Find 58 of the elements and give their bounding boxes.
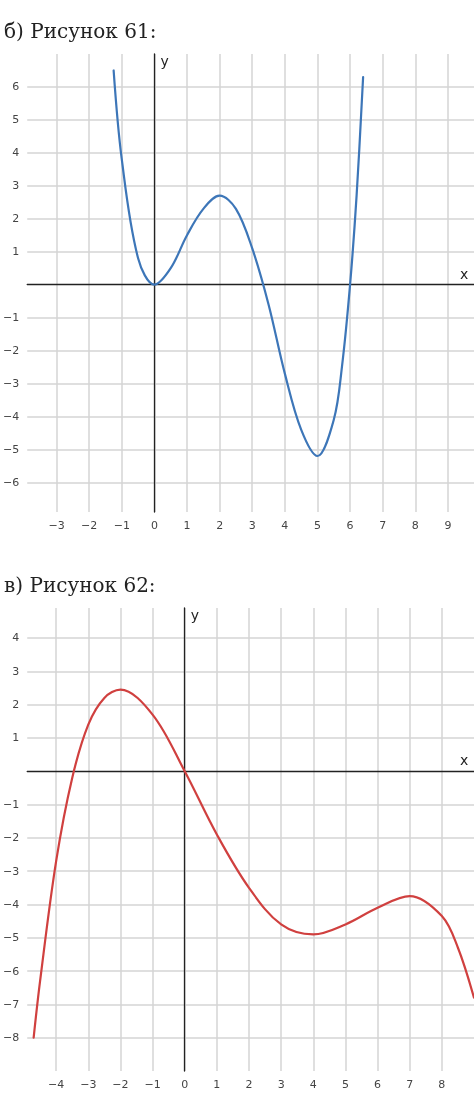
y-tick-label: −4: [3, 409, 20, 423]
y-tick-label: 4: [12, 146, 20, 160]
y-tick-label: 2: [12, 212, 20, 226]
line-series: [112, 69, 365, 458]
x-tick-label: −4: [48, 1078, 65, 1091]
x-tick-label: 8: [438, 1078, 446, 1091]
line-series: [32, 688, 474, 1039]
x-tick-label: 1: [183, 519, 191, 532]
x-tick-label: −2: [81, 519, 98, 532]
y-tick-label: −4: [3, 897, 20, 911]
y-tick-label: 1: [12, 731, 20, 745]
x-axis-title: x: [460, 752, 469, 769]
x-tick-label: −1: [144, 1078, 161, 1091]
x-tick-label: 4: [309, 1078, 317, 1091]
chart-title: б) Рисунок 61:: [3, 18, 158, 45]
x-tick-label: 2: [216, 519, 224, 532]
y-tick-label: 5: [12, 113, 20, 127]
y-tick-label: −5: [3, 931, 20, 945]
x-tick-label: −1: [113, 519, 130, 532]
x-tick-label: 1: [213, 1078, 221, 1091]
y-tick-label: −6: [3, 964, 20, 978]
x-tick-label: −3: [80, 1078, 97, 1091]
y-tick-label: −1: [3, 311, 20, 325]
x-tick-label: 2: [245, 1078, 253, 1091]
x-tick-label: 7: [406, 1078, 414, 1091]
x-tick-label: 5: [341, 1078, 349, 1091]
x-tick-label: 7: [379, 519, 387, 532]
x-tick-label: −3: [48, 519, 65, 532]
y-tick-label: −2: [3, 344, 20, 358]
y-tick-label: −2: [3, 831, 20, 845]
y-tick-label: −3: [3, 864, 20, 878]
x-tick-label: 3: [248, 519, 256, 532]
y-tick-label: −5: [3, 442, 20, 456]
x-tick-label: 5: [313, 519, 321, 532]
y-tick-label: 3: [12, 664, 20, 678]
x-tick-label: 3: [277, 1078, 285, 1091]
y-tick-label: 1: [12, 245, 20, 259]
y-tick-label: −1: [3, 798, 20, 812]
y-tick-label: −8: [3, 1031, 20, 1045]
x-tick-label: 0: [150, 519, 158, 532]
y-tick-label: −6: [3, 475, 20, 489]
y-tick-label: 4: [12, 631, 20, 645]
x-tick-label: 8: [411, 519, 419, 532]
x-tick-label: 9: [444, 519, 452, 532]
chart-title: в) Рисунок 62:: [3, 572, 157, 599]
y-tick-label: −3: [3, 377, 20, 390]
y-tick-label: −7: [3, 997, 20, 1011]
y-axis-title: y: [190, 607, 200, 623]
x-axis-title: x: [460, 265, 469, 282]
x-tick-label: −2: [112, 1078, 129, 1091]
x-tick-label: 6: [346, 519, 354, 532]
y-axis-title: y: [160, 53, 169, 69]
x-tick-label: 4: [281, 519, 289, 532]
y-tick-label: 2: [12, 698, 20, 712]
x-tick-label: 0: [181, 1078, 189, 1091]
y-tick-label: 3: [12, 179, 20, 193]
x-tick-label: 6: [374, 1078, 382, 1091]
y-tick-label: 6: [12, 80, 20, 94]
